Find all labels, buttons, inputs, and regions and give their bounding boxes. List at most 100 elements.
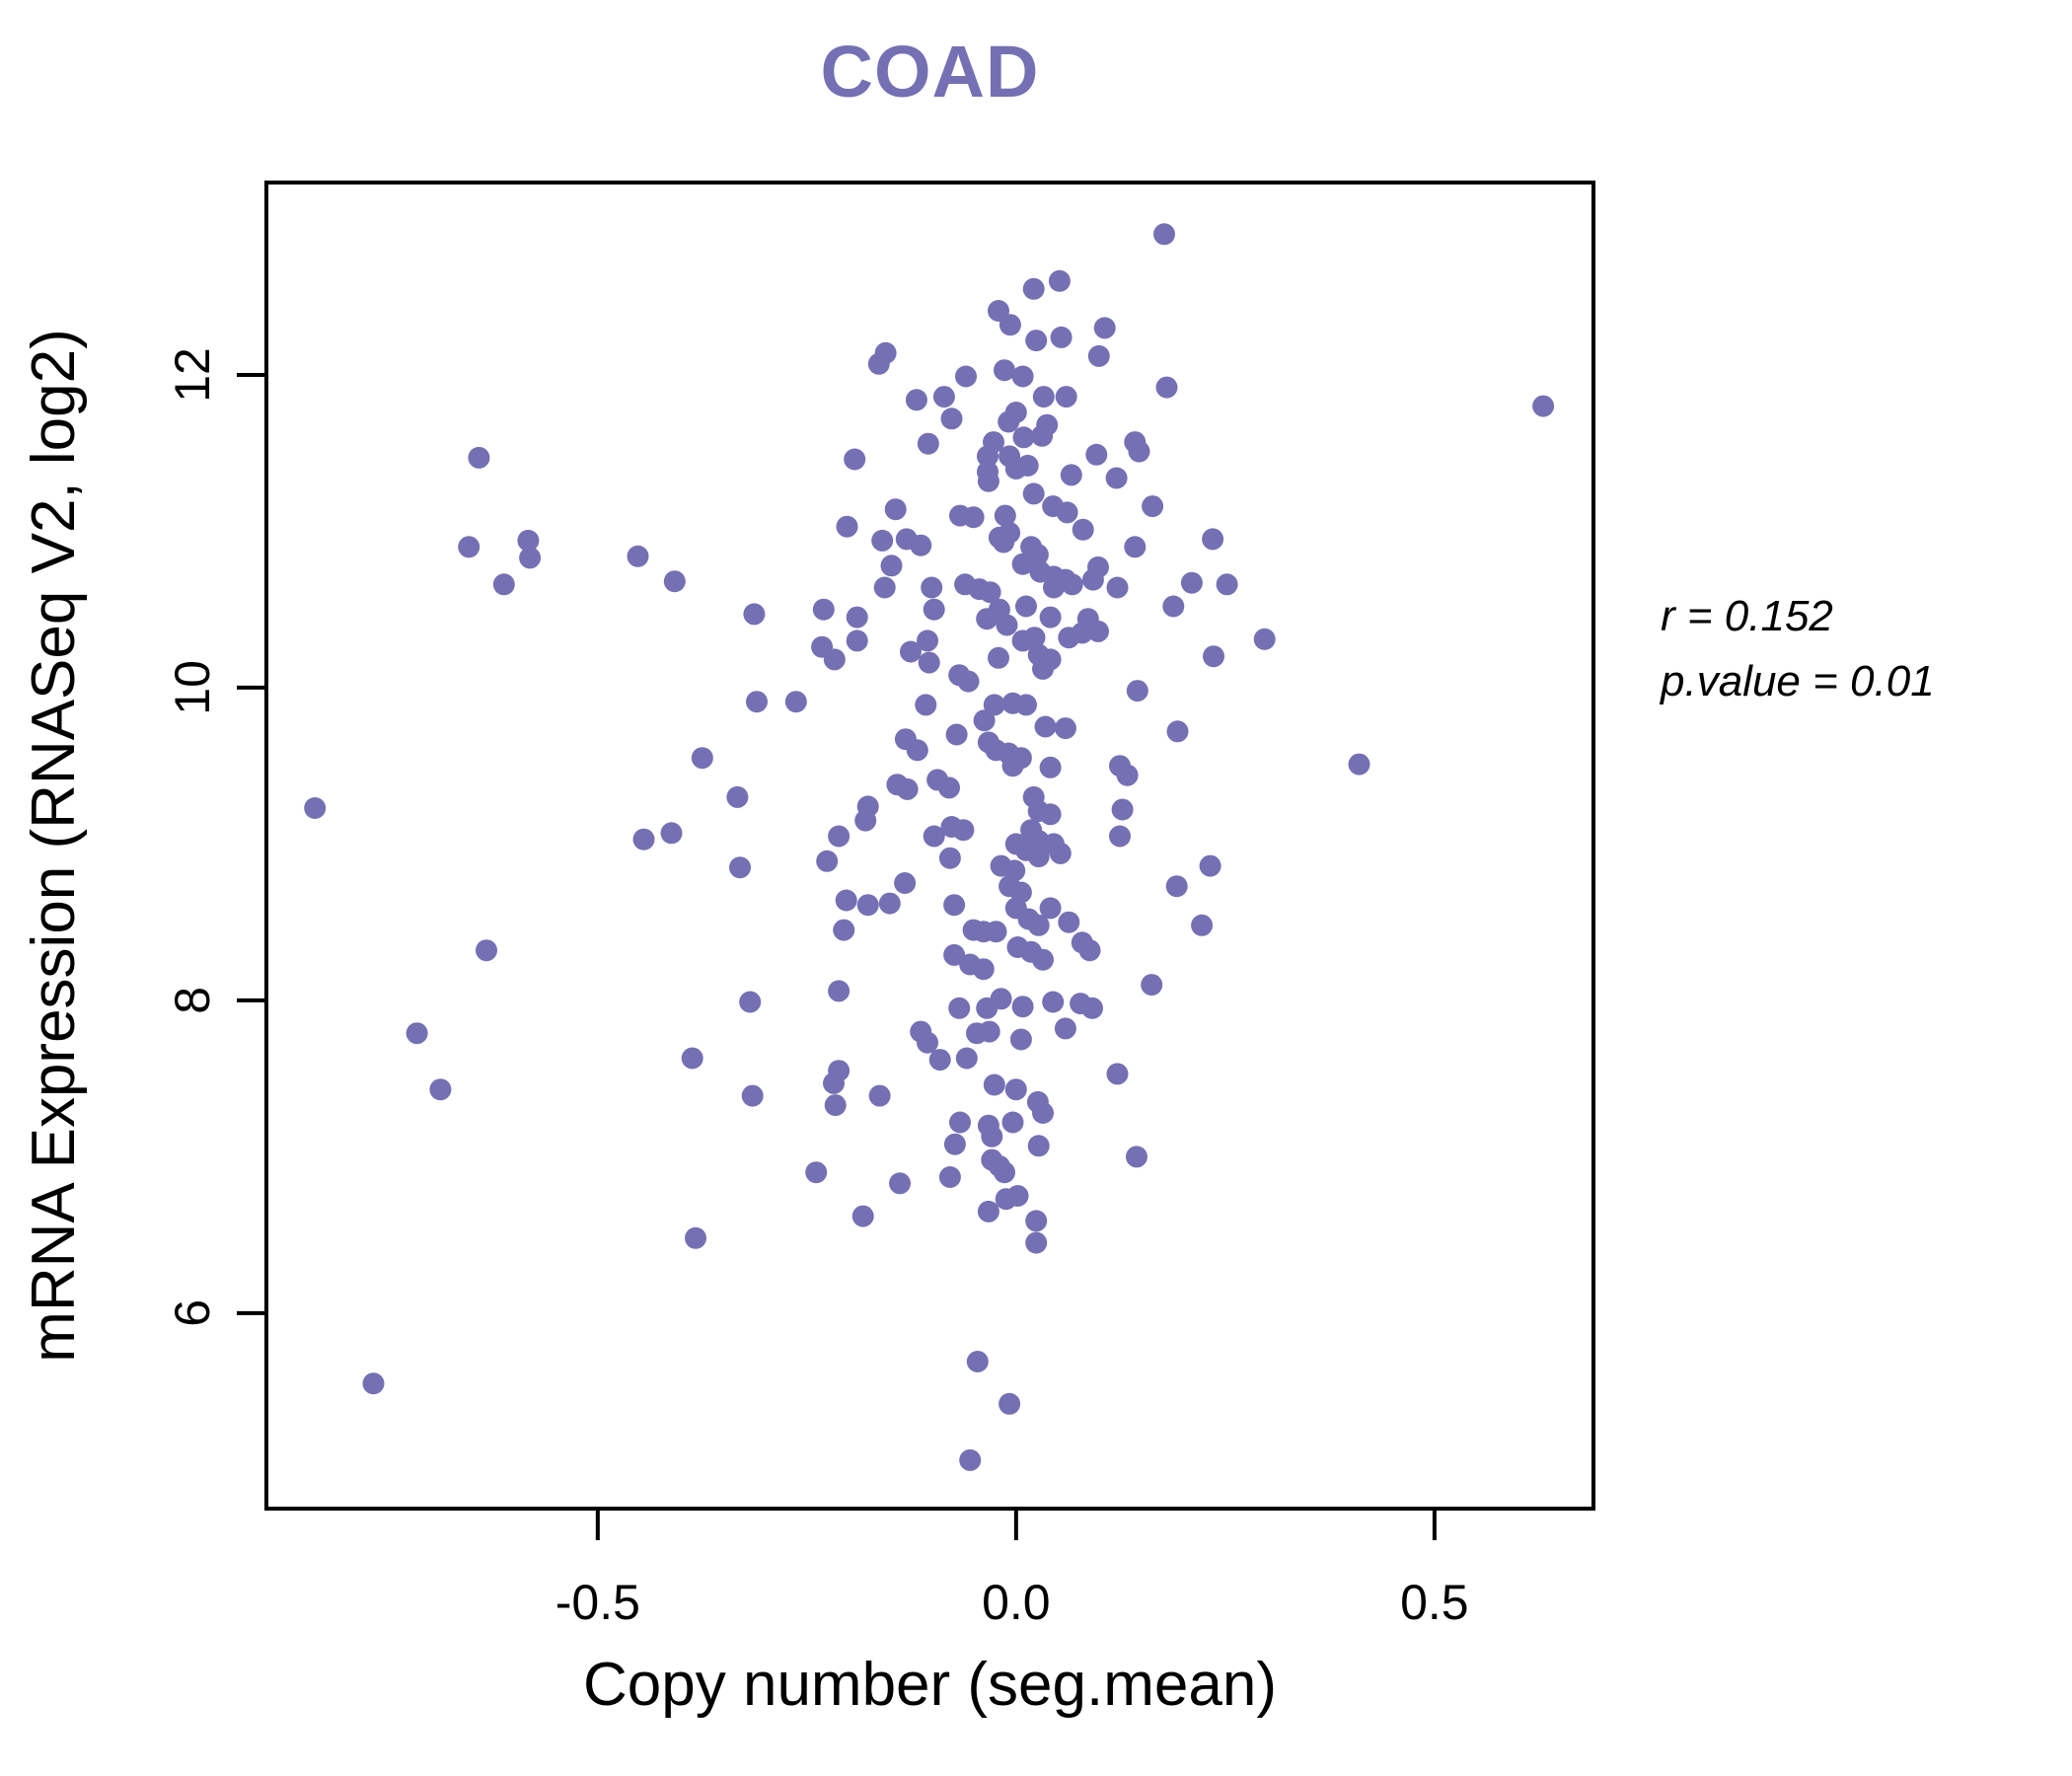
data-point [1128, 440, 1150, 463]
data-point [1049, 842, 1072, 864]
data-point [917, 432, 939, 455]
data-point [873, 576, 896, 599]
data-point [492, 573, 515, 596]
data-point [1039, 606, 1062, 629]
data-point [878, 892, 901, 915]
data-point [836, 515, 858, 538]
data-point [846, 606, 868, 629]
data-point [1039, 648, 1062, 671]
data-point [1023, 627, 1046, 649]
data-point [856, 894, 879, 917]
data-point [1034, 715, 1057, 738]
data-point [1054, 717, 1076, 740]
data-point [1081, 997, 1103, 1019]
data-point [1126, 1146, 1147, 1168]
data-point [1054, 1017, 1076, 1040]
data-point [1004, 1078, 1027, 1101]
data-point [900, 640, 922, 663]
data-point [823, 648, 846, 671]
data-point [1001, 755, 1024, 777]
data-point [406, 1022, 428, 1045]
data-point [812, 598, 835, 621]
data-point [1109, 825, 1131, 848]
data-point [1032, 386, 1055, 408]
data-point [1011, 365, 1034, 388]
data-point [1141, 974, 1163, 997]
data-point [1199, 854, 1221, 877]
data-point [1116, 764, 1139, 786]
data-point [746, 691, 768, 713]
data-point [938, 847, 961, 869]
data-point [1012, 426, 1035, 449]
data-point [1165, 875, 1188, 898]
data-point [1093, 317, 1116, 339]
data-point [917, 629, 938, 652]
data-point [1025, 1231, 1048, 1254]
data-point [1081, 568, 1104, 591]
data-point [978, 1020, 1000, 1043]
data-point [1078, 939, 1101, 962]
x-axis-title: Copy number (seg.mean) [583, 1651, 1277, 1719]
data-point [988, 646, 1009, 669]
data-point [985, 921, 1007, 943]
data-point [1009, 1028, 1032, 1051]
x-tick-label: -0.5 [555, 1575, 640, 1630]
data-point [1071, 622, 1093, 644]
data-point [1085, 443, 1108, 466]
data-point [846, 629, 868, 652]
data-point [966, 1351, 989, 1372]
data-point [917, 1031, 938, 1054]
y-axis-title: mRNA Expression (RNASeq V2, log2) [20, 329, 88, 1363]
data-point [976, 608, 999, 630]
data-point [915, 694, 937, 716]
data-point [896, 777, 919, 800]
data-point [943, 943, 966, 966]
p-value: p.value = 0.01 [1661, 657, 1935, 705]
data-point [867, 352, 890, 375]
data-point [1055, 386, 1077, 408]
data-point [1043, 576, 1065, 599]
data-point [851, 1205, 874, 1227]
data-point [889, 1172, 911, 1195]
data-point [977, 445, 999, 468]
data-point [1180, 571, 1203, 594]
data-point [1032, 1102, 1054, 1124]
data-point [1202, 528, 1224, 551]
data-point [996, 614, 1018, 636]
data-point [1022, 277, 1045, 300]
data-points-layer [304, 223, 1555, 1471]
data-point [928, 1049, 951, 1072]
data-point [1015, 694, 1037, 716]
data-point [1087, 620, 1109, 642]
y-tick-label: 12 [165, 347, 220, 403]
data-point [784, 691, 807, 713]
data-point [1162, 595, 1185, 618]
data-point [1191, 914, 1214, 936]
data-point [1106, 1063, 1129, 1085]
y-tick-label: 10 [165, 660, 220, 715]
data-point [1532, 395, 1555, 417]
data-point [627, 545, 649, 567]
data-point [741, 1084, 764, 1107]
data-point [977, 1114, 999, 1137]
data-point [816, 850, 839, 872]
data-point [977, 470, 999, 492]
data-point [1060, 464, 1082, 486]
data-point [691, 747, 713, 770]
data-point [910, 534, 932, 556]
data-point [823, 1072, 845, 1094]
data-point [993, 531, 1015, 554]
data-point [517, 529, 540, 552]
data-point [999, 314, 1021, 336]
data-point [833, 919, 855, 941]
data-point [994, 1161, 1015, 1184]
data-point [1039, 897, 1062, 920]
data-point [835, 889, 857, 912]
data-point [1124, 536, 1147, 558]
data-point [1087, 344, 1110, 367]
data-point [726, 785, 749, 808]
data-point [429, 1078, 452, 1101]
data-point [1039, 803, 1062, 826]
data-point [844, 448, 866, 471]
data-point [1025, 1210, 1048, 1232]
